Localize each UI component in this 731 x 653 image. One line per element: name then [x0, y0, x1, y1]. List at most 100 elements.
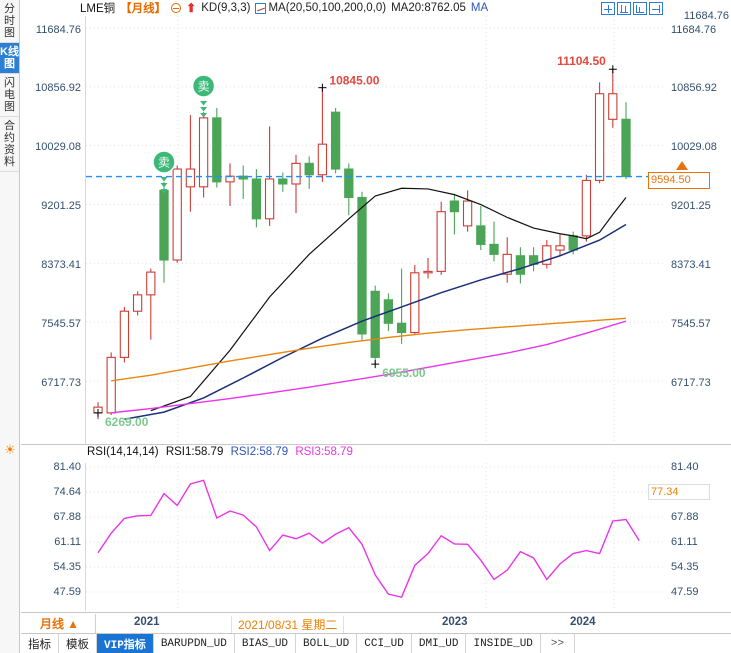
ma-indicator-label[interactable]: MA(20,50,100,200,0,0) [268, 2, 387, 14]
price-axis-right-2: 10029.08 [671, 141, 717, 153]
kd-indicator-label[interactable]: KD(9,3,3) [201, 2, 251, 14]
left-sidebar: 分时图 K线图 闪电图 合约资料 ☀ [0, 0, 20, 653]
sidebar-label-2: 闪电图 [4, 77, 15, 113]
rsi-axis-left-3: 61.11 [54, 536, 81, 548]
rsi-axis-right-5: 47.59 [671, 586, 699, 598]
rsi-svg [86, 463, 666, 611]
vip-indicator-tab-label: VIP指标 [104, 639, 146, 652]
sun-settings-icon[interactable]: ☀ [4, 442, 16, 457]
x-tick-2021: 2021 [134, 616, 160, 628]
sidebar-item-lightning-chart[interactable]: 闪电图 [0, 74, 19, 117]
ma-tag: MA [470, 2, 489, 14]
svg-text:10845.00: 10845.00 [329, 74, 379, 88]
ma-chart-icon[interactable] [255, 2, 267, 14]
price-axis-right-3: 9201.25 [671, 200, 711, 212]
period-label: 【月线】 [120, 3, 167, 15]
crosshair-move-icon[interactable] [601, 2, 615, 15]
x-tick-2024: 2024 [570, 616, 596, 628]
boll-ud-tab[interactable]: BOLL_UD [296, 634, 358, 653]
rsi-axis-left-2: 67.88 [53, 511, 81, 523]
svg-text:卖: 卖 [158, 156, 170, 170]
current-price-tag: 9594.50 [648, 172, 710, 189]
rsi-axis-left-5: 47.59 [53, 586, 81, 598]
inside-ud-label: INSIDE_UD [473, 637, 533, 650]
indicator-tab-label: 指标 [28, 638, 51, 651]
period-selector-arrow-icon: ▲ [67, 616, 79, 631]
sidebar-item-timeshare-chart[interactable]: 分时图 [0, 0, 19, 43]
chart-tool-buttons [601, 2, 663, 15]
minus-circle-icon[interactable] [171, 3, 182, 13]
chart-info-toolbar: LME铜 【月线】 ⬆ KD(9,3,3) MA(20,50,100,200,0… [21, 0, 731, 16]
sidebar-item-contract-info[interactable]: 合约资料 [0, 117, 19, 172]
sidebar-label-3: 合约资料 [4, 120, 15, 168]
svg-text:6955.00: 6955.00 [382, 366, 426, 380]
rsi-header: RSI(14,14,14) RSI1:58.79 RSI2:58.79 RSI3… [87, 446, 357, 458]
price-axis-right-4: 8373.41 [671, 259, 711, 271]
barupdn-ud-label: BARUPDN_UD [160, 637, 227, 650]
bias-ud-tab[interactable]: BIAS_UD [235, 634, 297, 653]
rsi-axis-right-2: 67.88 [671, 511, 699, 523]
dmi-ud-label: DMI_UD [418, 637, 459, 650]
indicator-toolbar: 指标 模板 VIP指标 BARUPDN_UD BIAS_UD BOLL_UD C… [21, 634, 731, 653]
crosshair-date-label: 2021/08/31 星期二 [231, 616, 345, 633]
boll-ud-label: BOLL_UD [303, 637, 350, 650]
price-tag-arrow-icon [676, 161, 688, 170]
symbol-name: LME铜 [80, 3, 116, 15]
rsi-current-value-tag: 77.34 [648, 484, 710, 500]
price-axis-right-1: 10856.92 [671, 82, 717, 94]
scale-right-icon[interactable] [633, 2, 647, 15]
barupdn-ud-tab[interactable]: BARUPDN_UD [154, 634, 235, 653]
price-panel: 11684.76 10856.92 10029.08 9201.25 8373.… [21, 16, 731, 444]
rsi-panel: RSI(14,14,14) RSI1:58.79 RSI2:58.79 RSI3… [21, 444, 731, 612]
price-axis-left-4: 8373.41 [41, 259, 81, 271]
cci-ud-label: CCI_UD [364, 637, 404, 650]
rsi1-value: RSI1:58.79 [165, 446, 224, 458]
up-arrow-icon: ⬆ [186, 1, 197, 15]
more-indicators-button[interactable]: >> [541, 634, 576, 653]
rsi-title[interactable]: RSI(14,14,14) [87, 446, 159, 458]
rsi-axis-right-0: 81.40 [671, 461, 699, 473]
dmi-ud-tab[interactable]: DMI_UD [412, 634, 467, 653]
rsi-plot-area[interactable] [85, 463, 666, 611]
inside-ud-tab[interactable]: INSIDE_UD [466, 634, 541, 653]
price-axis-right-0: 11684.76 [671, 24, 717, 36]
svg-text:6269.00: 6269.00 [105, 415, 149, 429]
toolbar-filler [575, 634, 731, 653]
sidebar-label-0: 分时图 [4, 3, 15, 39]
price-axis-left-3: 9201.25 [41, 200, 81, 212]
ma20-value: MA20:8762.05 [391, 2, 466, 14]
jump-to-latest-icon[interactable] [649, 2, 663, 15]
rsi-axis-left-4: 54.35 [53, 561, 81, 573]
top-right-price: 11684.76 [683, 10, 729, 22]
price-axis-left-6: 6717.73 [41, 377, 81, 389]
period-selector-button[interactable]: 月线 ▲ [24, 614, 96, 633]
price-axis-left-1: 10856.92 [35, 82, 81, 94]
template-tab-label: 模板 [66, 638, 89, 651]
rsi-axis-right-3: 61.11 [671, 536, 698, 548]
cci-ud-tab[interactable]: CCI_UD [357, 634, 412, 653]
sidebar-item-kline-chart[interactable]: K线图 [0, 43, 19, 74]
indicator-tab[interactable]: 指标 [21, 634, 59, 653]
svg-text:卖: 卖 [198, 80, 210, 94]
rsi-axis-left-1: 74.64 [53, 486, 81, 498]
candlestick-plot-area[interactable]: 卖卖 10845.00 11104.50 6269.00 6955.00 [85, 16, 666, 444]
template-tab[interactable]: 模板 [59, 634, 97, 653]
bias-ud-label: BIAS_UD [241, 637, 289, 650]
x-axis-bar: 月线 ▲ 2021 2023 2024 2021/08/31 星期二 [21, 612, 731, 634]
rsi-axis-right-4: 54.35 [671, 561, 699, 573]
rsi3-value: RSI3:58.79 [295, 446, 353, 458]
rsi-axis-left-0: 81.40 [53, 461, 81, 473]
price-axis-left-2: 10029.08 [35, 141, 81, 153]
scale-left-icon[interactable] [617, 2, 631, 15]
price-axis-right-6: 6717.73 [671, 377, 711, 389]
vip-indicator-tab[interactable]: VIP指标 [97, 634, 154, 653]
more-indicators-label: >> [550, 637, 565, 650]
sidebar-label-1: K线图 [0, 46, 19, 70]
rsi2-value: RSI2:58.79 [230, 446, 289, 458]
price-axis-left-5: 7545.57 [41, 318, 81, 330]
svg-text:11104.50: 11104.50 [557, 54, 606, 68]
period-selector-label: 月线 [40, 617, 65, 631]
price-axis-right-5: 7545.57 [671, 318, 711, 330]
